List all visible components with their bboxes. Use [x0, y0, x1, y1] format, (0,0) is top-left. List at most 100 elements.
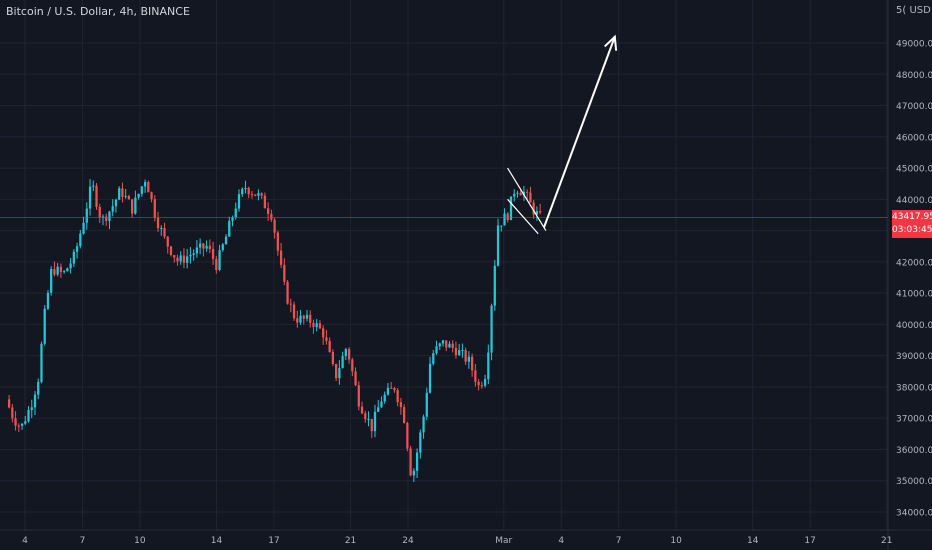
candle-up: [377, 407, 380, 412]
candle-down: [396, 390, 399, 403]
currency-label[interactable]: 5( USD: [896, 5, 931, 16]
exchange-label: BINANCE: [140, 5, 190, 18]
candle-down: [506, 213, 509, 221]
candle-up: [195, 247, 199, 254]
chart-title: Bitcoin / U.S. Dollar, 4h, BINANCE: [6, 5, 190, 18]
time-tick-label: 4: [22, 536, 28, 546]
candle-up: [140, 186, 143, 194]
candle-down: [153, 199, 156, 218]
candle-up: [383, 394, 386, 402]
candle-up: [134, 197, 137, 214]
candle-up: [192, 253, 195, 255]
candle-up: [299, 315, 302, 323]
candle-up: [56, 266, 59, 275]
candle-up: [85, 208, 88, 223]
candle-down: [215, 258, 218, 270]
candle-down: [406, 422, 409, 449]
candle-down: [17, 425, 20, 427]
price-axis[interactable]: 34000.00 35000.00 36000.00 37000.00 38000.00…: [896, 40, 932, 519]
candle-down: [360, 406, 364, 414]
candle-up: [305, 314, 309, 319]
price-tick-label: 46000.00: [896, 133, 932, 143]
candle-up: [224, 236, 228, 245]
price-tick-label: 34000.00: [896, 509, 932, 519]
grid-lines: [0, 0, 888, 530]
candle-down: [471, 356, 474, 371]
price-tick-label: 36000.00: [896, 446, 932, 456]
candle-down: [409, 448, 412, 476]
candle-up: [461, 349, 464, 351]
price-tick-label: 35000.00: [896, 477, 932, 487]
candle-up: [341, 356, 344, 369]
last-price-tag: 43417.95 03:03:45: [892, 210, 932, 238]
candle-down: [302, 315, 305, 319]
candle-down: [156, 217, 160, 229]
candle-up: [43, 308, 46, 344]
candle-up: [415, 452, 419, 471]
candle-down: [131, 199, 134, 214]
candle-up: [441, 340, 445, 344]
candle-down: [273, 219, 276, 233]
candle-down: [354, 371, 357, 386]
candle-up: [522, 191, 526, 196]
candle-up: [199, 243, 202, 248]
candle-down: [105, 216, 108, 222]
time-tick-label: 10: [134, 536, 146, 546]
candle-down: [286, 281, 289, 304]
candles: [7, 179, 542, 483]
candle-up: [79, 233, 82, 247]
candle-down: [296, 318, 299, 323]
candle-up: [33, 394, 37, 408]
candle-up: [231, 217, 234, 221]
time-axis[interactable]: 4 7 10 14 17 21 24 Mar 4 7 10 14 17 21: [22, 536, 892, 546]
bar-countdown: 03:03:45: [892, 225, 932, 235]
candle-up: [244, 187, 247, 189]
candle-down: [260, 193, 263, 196]
candle-down: [480, 385, 483, 387]
time-tick-label: Mar: [495, 536, 512, 546]
candle-up: [234, 208, 237, 218]
candle-down: [169, 246, 173, 256]
price-tick-label: 37000.00: [896, 415, 932, 425]
candle-down: [7, 399, 11, 408]
candle-down: [121, 188, 124, 197]
candle-down: [390, 387, 393, 389]
candle-down: [163, 227, 166, 237]
candle-down: [59, 266, 63, 272]
candle-up: [221, 244, 224, 251]
candle-down: [263, 195, 267, 209]
candle-down: [202, 243, 205, 249]
candle-down: [250, 194, 254, 196]
candle-up: [75, 246, 79, 252]
candle-up: [412, 470, 415, 476]
candle-up: [373, 411, 377, 432]
candle-down: [166, 236, 169, 247]
price-tick-label: 47000.00: [896, 102, 932, 112]
candle-up: [63, 271, 66, 273]
candle-down: [357, 385, 360, 407]
candle-down: [454, 347, 458, 356]
candle-down: [393, 387, 396, 391]
candle-down: [370, 419, 373, 432]
candle-up: [189, 254, 192, 257]
interval-label: 4h: [119, 5, 134, 18]
candle-down: [150, 192, 153, 200]
candle-up: [257, 193, 260, 196]
candle-up: [72, 251, 75, 264]
candle-down: [347, 349, 351, 360]
candle-down: [477, 381, 480, 386]
candle-down: [532, 202, 535, 215]
candle-down: [95, 185, 98, 207]
candle-up: [108, 211, 111, 222]
candle-up: [218, 250, 221, 270]
candle-up: [46, 292, 50, 309]
candle-down: [318, 323, 322, 329]
candle-up: [111, 206, 114, 212]
candle-up: [24, 421, 27, 424]
candle-down: [11, 407, 14, 419]
time-tick-label: 10: [670, 536, 682, 546]
symbol-name: Bitcoin / U.S. Dollar: [6, 5, 113, 18]
candle-down: [451, 343, 454, 348]
candle-down: [399, 402, 403, 408]
